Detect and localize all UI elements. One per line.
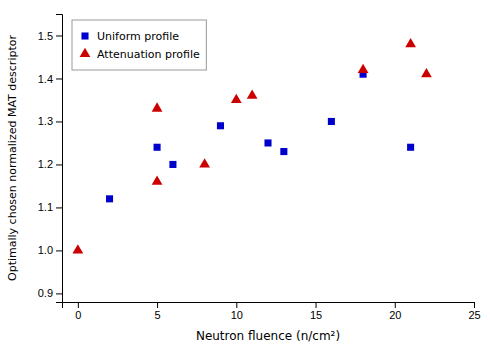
tick-mark [78,302,79,308]
point [152,102,163,111]
tick: 15 [310,302,322,321]
tick-label: 15 [310,309,322,321]
tick: 25 [468,302,480,321]
tick-label: 0 [75,309,81,321]
tick-mark [56,164,62,165]
plot: 0 5 10 15 20 25 0.9 1.0 1.1 1.2 1.3 1.4 1.5 Neutron f… [6,15,481,344]
x-axis: 0 5 10 15 20 25 [63,302,481,321]
tick-mark [56,78,62,79]
tick-label: 25 [468,309,480,321]
point [264,139,271,146]
tick-mark [56,293,62,294]
tick: 1.3 [38,115,62,127]
tick-label: 0.9 [38,287,53,299]
tick-mark [236,302,237,308]
tick-label: 1.5 [38,30,53,42]
tick-mark [395,302,396,308]
tick: 1.5 [38,30,62,42]
tick-mark [316,302,317,308]
tick-label: 5 [155,309,161,321]
legend-frame [72,20,206,70]
point [231,94,242,103]
x-axis-title: Neutron fluence (n/cm²) [196,329,340,343]
axis-line [63,303,475,309]
point [106,195,113,202]
point [154,144,161,151]
tick: 1.0 [38,244,62,256]
tick: 1.1 [38,201,62,213]
tick: 1.2 [38,158,62,170]
legend-symbol [81,32,88,39]
tick-label: 10 [231,309,243,321]
tick: 10 [231,302,243,321]
point [152,175,163,184]
tick-label: 1.3 [38,115,53,127]
legend: Uniform profile Attenuation profile [72,20,206,70]
point [247,89,258,98]
point [405,38,416,47]
tick: 0.9 [38,287,62,299]
tick: 0 [75,302,81,321]
point [280,148,287,155]
point [407,144,414,151]
tick-label: 1.1 [38,201,53,213]
legend-label: Attenuation profile [97,48,200,61]
point [169,161,176,168]
series [106,71,414,203]
tick-label: 20 [389,309,401,321]
tick-mark [56,121,62,122]
legend-label: Uniform profile [97,30,179,43]
legend-symbol [80,48,91,57]
tick-label: 1.2 [38,158,53,170]
tick: 20 [389,302,401,321]
tick: 1.4 [38,72,62,84]
legend-item: Attenuation profile [80,48,200,61]
point [328,118,335,125]
point [421,68,432,77]
point [358,64,369,73]
tick-mark [56,207,62,208]
chart: 0 5 10 15 20 25 0.9 1.0 1.1 1.2 1.3 1.4 1.5 Neutron f… [0,0,490,348]
point [72,244,83,253]
tick-mark [56,35,62,36]
y-axis-title: Optimally chosen normalized MAT descript… [6,35,19,281]
point [199,158,210,167]
point [217,122,224,129]
tick-mark [157,302,158,308]
tick: 5 [155,302,161,321]
tick-mark [56,250,62,251]
axis-line [56,15,63,303]
y-axis: 0.9 1.0 1.1 1.2 1.3 1.4 1.5 [38,15,63,303]
tick-label: 1.0 [38,244,53,256]
tick-label: 1.4 [38,72,53,84]
legend-item: Uniform profile [81,30,179,43]
tick-mark [474,302,475,308]
